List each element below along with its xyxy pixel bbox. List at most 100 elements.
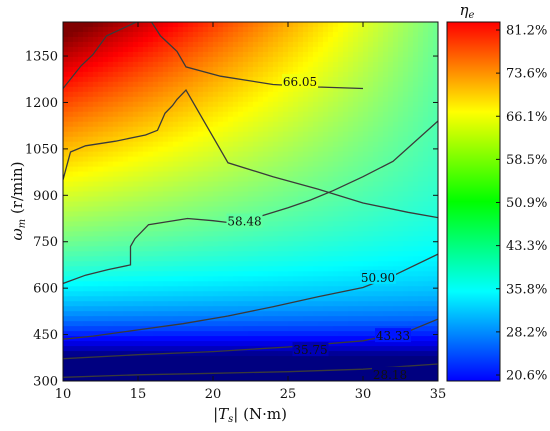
field-cell (163, 176, 169, 183)
field-cell (143, 86, 149, 93)
field-cell (213, 201, 219, 208)
field-cell (343, 216, 349, 223)
field-cell (163, 31, 169, 38)
field-cell (123, 141, 129, 148)
field-cell (158, 366, 164, 372)
field-cell (183, 56, 189, 63)
field-cell (183, 316, 189, 322)
field-cell (273, 131, 279, 138)
field-cell (338, 46, 344, 53)
field-cell (278, 106, 284, 113)
field-cell (343, 276, 349, 282)
field-cell (313, 261, 319, 267)
field-cell (108, 81, 114, 88)
field-cell (298, 366, 304, 372)
field-cell (163, 261, 169, 267)
field-cell (213, 296, 219, 302)
field-cell (93, 211, 99, 218)
field-cell (343, 22, 349, 28)
field-cell (303, 116, 309, 123)
field-cell (133, 331, 139, 337)
field-cell (113, 56, 119, 63)
field-cell (293, 366, 299, 372)
field-cell (233, 141, 239, 148)
field-cell (333, 221, 339, 228)
field-cell (273, 126, 279, 133)
field-cell (323, 81, 329, 88)
field-cell (278, 111, 284, 118)
field-cell (123, 326, 129, 332)
field-cell (323, 61, 329, 68)
field-cell (288, 216, 294, 223)
field-cell (378, 136, 384, 143)
field-cell (203, 291, 209, 297)
field-cell (348, 46, 354, 53)
field-cell (233, 106, 239, 113)
field-cell (228, 66, 234, 73)
field-cell (173, 351, 179, 357)
field-cell (208, 71, 214, 78)
field-cell (128, 36, 134, 43)
field-cell (368, 296, 374, 302)
field-cell (363, 31, 369, 38)
field-cell (313, 46, 319, 53)
field-cell (153, 326, 159, 332)
field-cell (278, 366, 284, 372)
field-cell (123, 241, 129, 247)
field-cell (203, 306, 209, 312)
field-cell (158, 286, 164, 292)
field-cell (378, 291, 384, 297)
field-cell (363, 226, 369, 233)
field-cell (148, 331, 154, 337)
field-cell (388, 201, 394, 208)
field-cell (208, 261, 214, 267)
field-cell (108, 376, 114, 381)
field-cell (323, 126, 329, 133)
field-cell (138, 266, 144, 272)
field-cell (153, 146, 159, 153)
field-cell (373, 236, 379, 242)
field-cell (108, 121, 114, 128)
field-cell (283, 141, 289, 148)
field-cell (303, 331, 309, 337)
field-cell (193, 81, 199, 88)
field-cell (383, 256, 389, 262)
field-cell (373, 201, 379, 208)
field-cell (168, 286, 174, 292)
field-cell (278, 346, 284, 352)
field-cell (63, 46, 69, 53)
field-cell (278, 151, 284, 158)
field-cell (63, 131, 69, 138)
field-cell (128, 216, 134, 223)
field-cell (223, 22, 229, 28)
field-cell (308, 121, 314, 128)
field-cell (188, 116, 194, 123)
field-cell (168, 221, 174, 228)
field-cell (408, 166, 414, 173)
field-cell (153, 141, 159, 148)
field-cell (208, 196, 214, 203)
field-cell (68, 351, 74, 357)
field-cell (118, 256, 124, 262)
field-cell (278, 186, 284, 193)
field-cell (218, 136, 224, 143)
field-cell (258, 251, 264, 257)
field-cell (268, 106, 274, 113)
field-cell (188, 246, 194, 252)
field-cell (138, 41, 144, 48)
field-cell (73, 136, 79, 143)
field-cell (103, 306, 109, 312)
field-cell (403, 226, 409, 233)
field-cell (183, 256, 189, 262)
field-cell (238, 121, 244, 128)
field-cell (143, 271, 149, 277)
field-cell (163, 41, 169, 48)
field-cell (183, 126, 189, 133)
field-cell (208, 296, 214, 302)
field-cell (263, 231, 269, 238)
field-cell (293, 176, 299, 183)
field-cell (213, 336, 219, 342)
field-cell (343, 301, 349, 307)
field-cell (223, 66, 229, 73)
field-cell (258, 22, 264, 28)
